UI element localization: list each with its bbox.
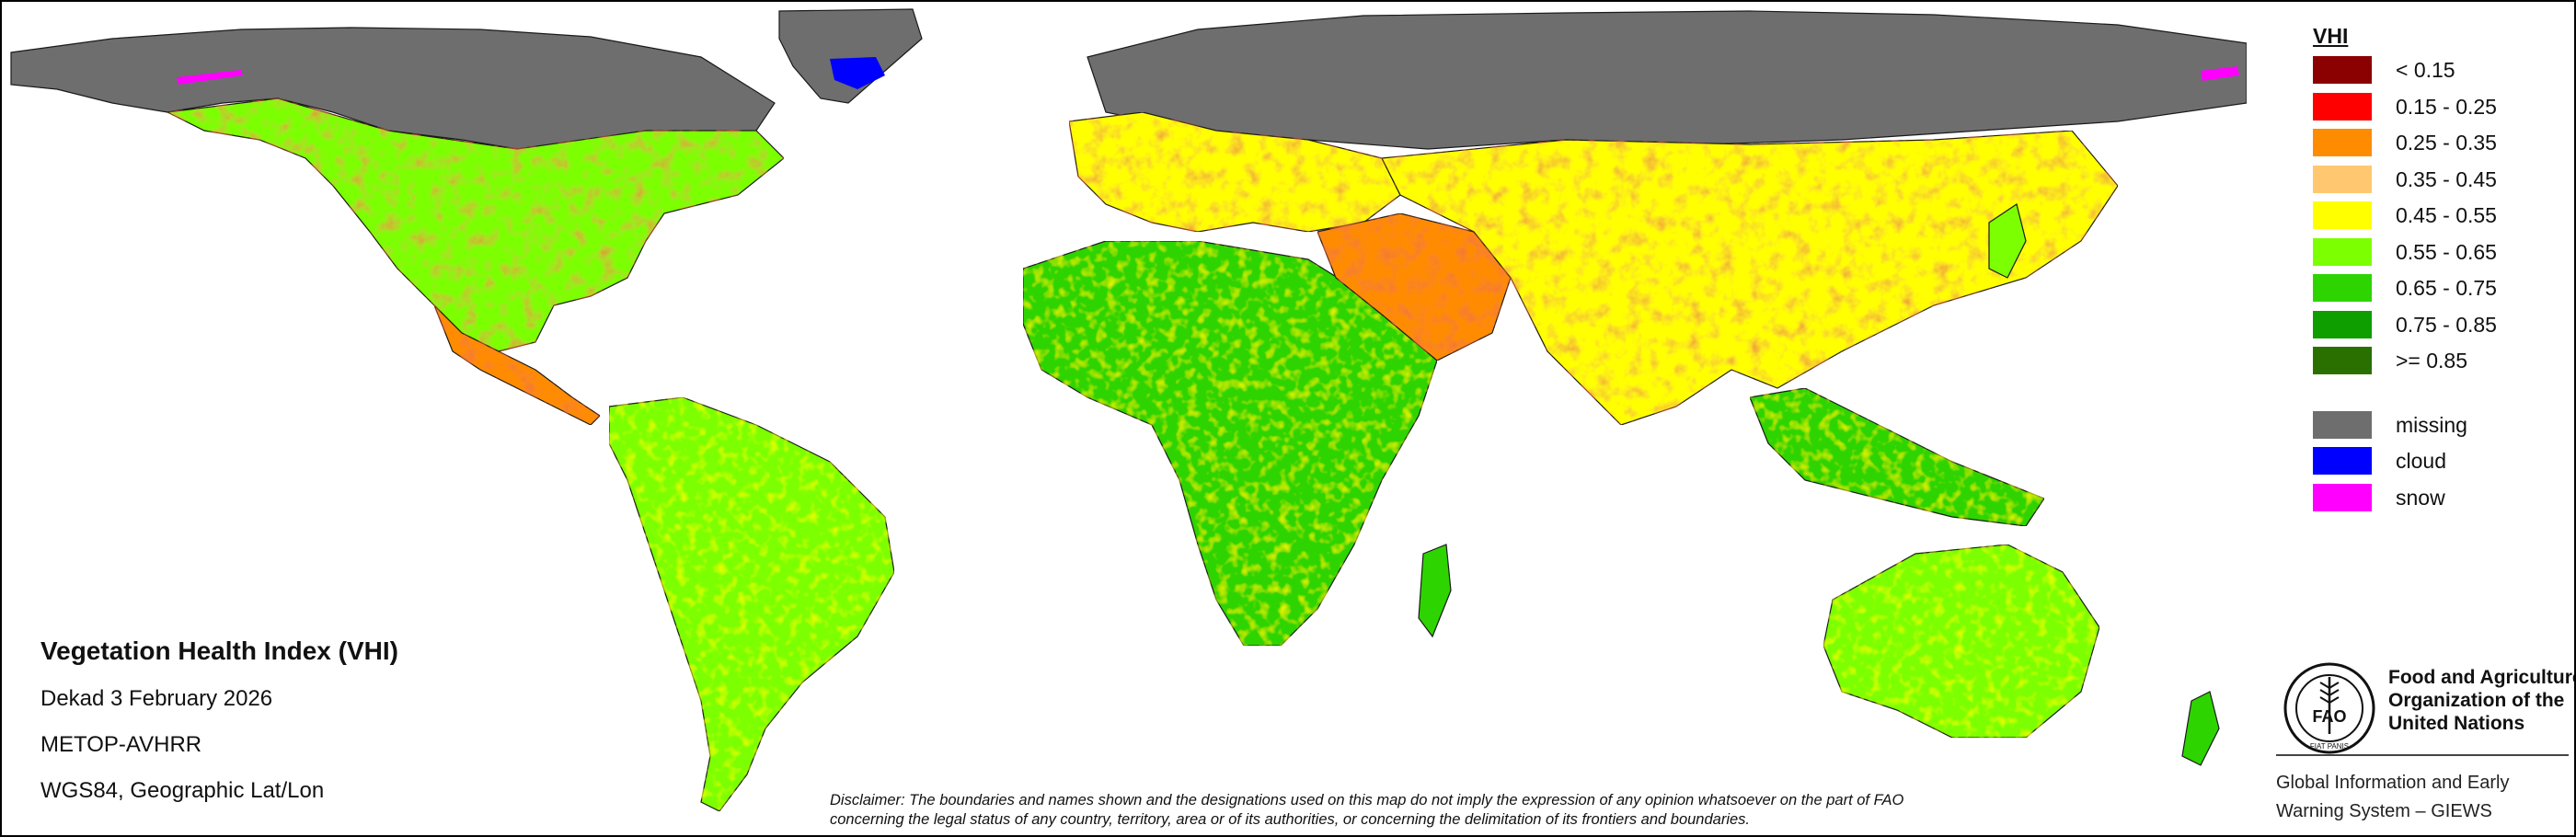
fao-logo-icon: FAO FIAT PANIS [2283, 662, 2375, 754]
region-mexico-central-america [433, 304, 601, 426]
map-period: Dekad 3 February 2026 [40, 686, 273, 711]
fao-attribution: FAO FIAT PANIS Food and Agriculture Orga… [2274, 659, 2574, 833]
legend-class-swatch [2313, 347, 2372, 374]
legend-other-label: missing [2396, 412, 2467, 437]
legend-other-swatch [2313, 483, 2372, 511]
region-africa [1022, 240, 1438, 647]
legend-class-swatch [2313, 129, 2372, 156]
legend-class-row: >= 0.85 [2311, 344, 2569, 381]
legend-class-label: 0.45 - 0.55 [2396, 203, 2497, 227]
legend-class-label: 0.35 - 0.45 [2396, 166, 2497, 191]
legend-other-label: snow [2396, 485, 2445, 510]
region-south-america [608, 396, 895, 812]
legend-class-label: 0.55 - 0.65 [2396, 239, 2497, 264]
legend-class-swatch [2313, 310, 2372, 338]
region-new-zealand [2181, 691, 2220, 766]
fao-logo-letters: FAO [2312, 707, 2346, 726]
region-japan [1988, 203, 2027, 279]
legend-class-row: 0.25 - 0.35 [2311, 126, 2569, 163]
legend-class-label: >= 0.85 [2396, 349, 2468, 373]
fao-divider [2276, 754, 2569, 756]
disclaimer-line-2: concerning the legal status of any count… [830, 811, 1750, 828]
map-title: Vegetation Health Index (VHI) [40, 636, 398, 665]
legend-other-label: cloud [2396, 449, 2446, 473]
legend-other-classes: missing cloud snow [2311, 408, 2569, 518]
world-vhi-map[interactable] [2, 2, 2247, 835]
legend-class-label: 0.15 - 0.25 [2396, 94, 2497, 119]
fao-name-line-1: Food and Agriculture [2388, 667, 2576, 688]
region-middle-east [1317, 212, 1512, 361]
legend-class-row: 0.45 - 0.55 [2311, 199, 2569, 235]
disclaimer: Disclaimer: The boundaries and names sho… [830, 791, 2118, 830]
legend-other-row: snow [2311, 481, 2569, 518]
legend-class-swatch [2313, 56, 2372, 84]
fao-name-line-3: United Nations [2388, 713, 2525, 734]
giews-line-2: Warning System – GIEWS [2276, 801, 2492, 821]
cloud-patch-greenland [830, 57, 885, 89]
legend: VHI < 0.15 0.15 - 0.25 0.25 - 0.35 0.35 - 0… [2311, 24, 2569, 517]
snow-patch-alaska [177, 70, 243, 85]
fao-name: Food and Agriculture Organization of the… [2388, 666, 2576, 735]
fao-name-line-2: Organization of the [2388, 690, 2565, 711]
legend-class-label: 0.25 - 0.35 [2396, 131, 2497, 155]
giews-line-1: Global Information and Early [2276, 773, 2510, 793]
map-projection: WGS84, Geographic Lat/Lon [40, 778, 325, 803]
legend-class-row: < 0.15 [2311, 53, 2569, 90]
region-australia [1823, 544, 2100, 739]
map-info: Vegetation Health Index (VHI) Dekad 3 Fe… [40, 636, 592, 824]
legend-title: VHI [2313, 24, 2349, 48]
region-greenland [778, 8, 923, 104]
legend-other-row: cloud [2311, 444, 2569, 481]
legend-class-label: 0.75 - 0.85 [2396, 312, 2497, 337]
region-eurasia-arctic [1087, 10, 2247, 150]
region-madagascar [1418, 544, 1452, 638]
legend-class-row: 0.65 - 0.75 [2311, 271, 2569, 308]
legend-classes: < 0.15 0.15 - 0.25 0.25 - 0.35 0.35 - 0.45 0… [2311, 53, 2569, 381]
fao-logo-motto: FIAT PANIS [2310, 742, 2349, 751]
legend-class-swatch [2313, 274, 2372, 302]
legend-other-row: missing [2311, 408, 2569, 445]
legend-class-label: < 0.15 [2396, 58, 2455, 82]
land-layer [10, 8, 2247, 812]
map-sensor: METOP-AVHRR [40, 732, 202, 757]
region-southeast-asia [1749, 387, 2045, 527]
disclaimer-line-1: Disclaimer: The boundaries and names sho… [830, 792, 1904, 808]
legend-class-row: 0.15 - 0.25 [2311, 90, 2569, 127]
legend-class-row: 0.55 - 0.65 [2311, 235, 2569, 272]
legend-class-swatch [2313, 237, 2372, 266]
legend-class-row: 0.35 - 0.45 [2311, 163, 2569, 200]
legend-class-label: 0.65 - 0.75 [2396, 276, 2497, 300]
legend-gap [2311, 381, 2569, 408]
giews-name: Global Information and Early Warning Sys… [2276, 769, 2509, 826]
legend-class-swatch [2313, 92, 2372, 120]
region-north-america [165, 97, 785, 352]
legend-class-row: 0.75 - 0.85 [2311, 308, 2569, 345]
legend-other-swatch [2313, 447, 2372, 475]
legend-class-swatch [2313, 201, 2372, 229]
snow-patch-kamchatka [2201, 66, 2239, 81]
region-asia [1381, 130, 2119, 426]
legend-class-swatch [2313, 165, 2372, 193]
legend-other-swatch [2313, 410, 2372, 439]
